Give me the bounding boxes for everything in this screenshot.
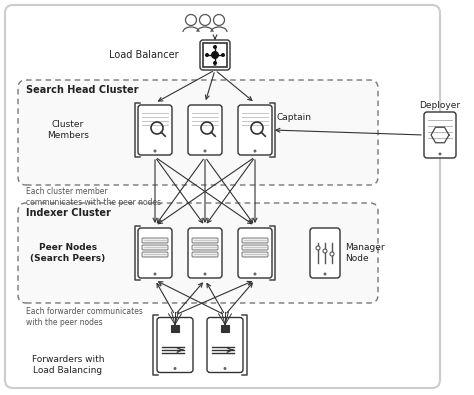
FancyBboxPatch shape	[5, 5, 440, 388]
FancyBboxPatch shape	[142, 245, 168, 250]
Circle shape	[213, 61, 217, 65]
Text: Load Balancer: Load Balancer	[109, 50, 179, 60]
FancyBboxPatch shape	[157, 318, 193, 372]
Circle shape	[203, 149, 207, 152]
Circle shape	[438, 152, 441, 156]
Text: Search Head Cluster: Search Head Cluster	[26, 85, 138, 95]
Circle shape	[323, 273, 327, 275]
FancyBboxPatch shape	[200, 40, 230, 70]
FancyBboxPatch shape	[221, 325, 229, 331]
FancyBboxPatch shape	[207, 318, 243, 372]
FancyBboxPatch shape	[242, 252, 268, 257]
FancyBboxPatch shape	[238, 105, 272, 155]
FancyBboxPatch shape	[242, 238, 268, 243]
FancyBboxPatch shape	[142, 252, 168, 257]
Circle shape	[330, 252, 334, 256]
Circle shape	[323, 249, 327, 253]
Circle shape	[316, 246, 320, 250]
FancyBboxPatch shape	[424, 112, 456, 158]
FancyBboxPatch shape	[171, 325, 179, 331]
Text: Manager
Node: Manager Node	[345, 243, 384, 263]
Text: Peer Nodes
(Search Peers): Peer Nodes (Search Peers)	[30, 243, 106, 263]
Text: Deployer: Deployer	[419, 100, 461, 109]
Text: Each forwarder communicates
with the peer nodes: Each forwarder communicates with the pee…	[26, 307, 143, 327]
Circle shape	[213, 64, 217, 68]
FancyBboxPatch shape	[192, 245, 218, 250]
FancyBboxPatch shape	[138, 228, 172, 278]
Circle shape	[254, 273, 256, 275]
FancyBboxPatch shape	[192, 238, 218, 243]
Circle shape	[205, 53, 209, 57]
FancyBboxPatch shape	[18, 80, 378, 185]
Circle shape	[173, 367, 176, 370]
FancyBboxPatch shape	[138, 105, 172, 155]
Circle shape	[185, 15, 197, 26]
Circle shape	[154, 273, 156, 275]
Text: Each cluster member
communicates with the peer nodes: Each cluster member communicates with th…	[26, 187, 161, 207]
Circle shape	[213, 45, 217, 49]
Text: Indexer Cluster: Indexer Cluster	[26, 208, 111, 218]
FancyBboxPatch shape	[192, 252, 218, 257]
Circle shape	[203, 273, 207, 275]
Text: Captain: Captain	[277, 113, 312, 122]
Circle shape	[211, 51, 219, 59]
FancyBboxPatch shape	[242, 245, 268, 250]
FancyBboxPatch shape	[188, 228, 222, 278]
FancyBboxPatch shape	[203, 43, 227, 67]
Text: Cluster
Members: Cluster Members	[47, 120, 89, 140]
Circle shape	[200, 15, 210, 26]
FancyBboxPatch shape	[142, 238, 168, 243]
FancyBboxPatch shape	[18, 203, 378, 303]
Circle shape	[254, 149, 256, 152]
Text: Forwarders with
Load Balancing: Forwarders with Load Balancing	[32, 355, 104, 375]
Circle shape	[224, 367, 227, 370]
FancyBboxPatch shape	[188, 105, 222, 155]
Circle shape	[154, 149, 156, 152]
Circle shape	[213, 15, 225, 26]
FancyBboxPatch shape	[310, 228, 340, 278]
Circle shape	[221, 53, 225, 57]
FancyBboxPatch shape	[238, 228, 272, 278]
